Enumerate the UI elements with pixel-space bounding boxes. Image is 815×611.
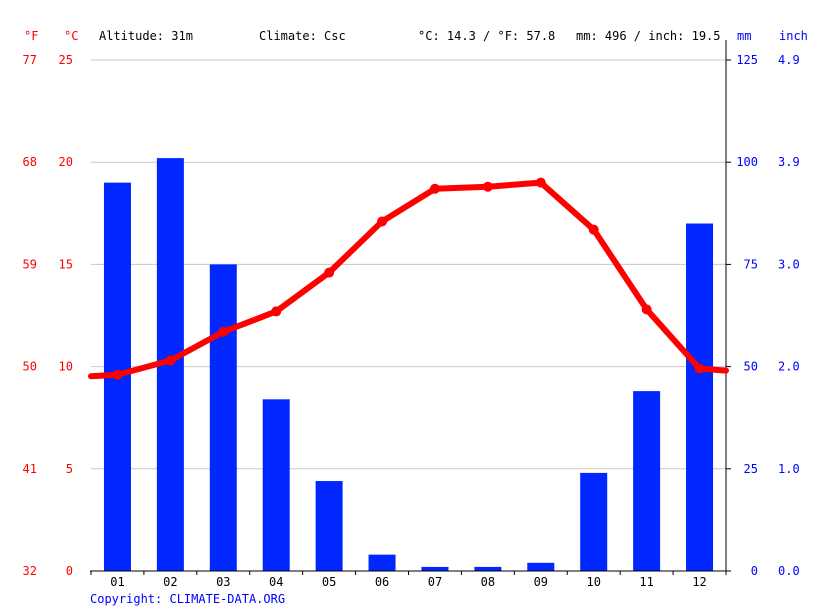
month-tick-label: 11 xyxy=(639,575,653,589)
axes xyxy=(90,40,731,575)
temperature-point xyxy=(112,369,123,380)
mm-tick-label: 50 xyxy=(744,360,758,374)
mm-tick-label: 75 xyxy=(744,257,758,271)
precipitation-bars xyxy=(103,158,714,571)
celsius-tick-label: 5 xyxy=(66,462,73,476)
precipitation-bar xyxy=(421,566,449,571)
temperature-point xyxy=(694,363,705,374)
month-tick-label: 02 xyxy=(163,575,177,589)
inch-tick-label: 1.0 xyxy=(778,462,800,476)
inch-tick-label: 2.0 xyxy=(778,360,800,374)
precipitation-bar xyxy=(315,481,343,571)
temperature-point xyxy=(641,304,652,315)
precipitation-bar xyxy=(580,472,608,571)
temperature-point xyxy=(535,177,546,188)
temperature-point xyxy=(588,224,599,235)
month-tick-label: 08 xyxy=(481,575,495,589)
fahrenheit-tick-label: 77 xyxy=(23,53,37,67)
grid-lines xyxy=(91,59,726,470)
mm-tick-label: 0 xyxy=(751,564,758,578)
temperature-point xyxy=(218,326,229,337)
temperature-point xyxy=(482,181,493,192)
copyright-label: Copyright: CLIMATE-DATA.ORG xyxy=(90,592,285,606)
month-tick-label: 01 xyxy=(110,575,124,589)
inch-unit-label: inch xyxy=(779,29,808,43)
month-tick-label: 06 xyxy=(375,575,389,589)
altitude-label: Altitude: 31m xyxy=(99,29,193,43)
celsius-unit-label: °C xyxy=(64,29,78,43)
temperature-point xyxy=(377,216,388,227)
celsius-tick-label: 20 xyxy=(59,155,73,169)
month-tick-label: 04 xyxy=(269,575,283,589)
temperature-point xyxy=(429,183,440,194)
climate-label: Climate: Csc xyxy=(259,29,346,43)
month-tick-label: 03 xyxy=(216,575,230,589)
month-tick-label: 09 xyxy=(534,575,548,589)
precipitation-bar xyxy=(262,399,290,571)
mm-tick-label: 100 xyxy=(736,155,758,169)
fahrenheit-tick-label: 50 xyxy=(23,360,37,374)
mm-unit-label: mm xyxy=(737,29,751,43)
temperature-line xyxy=(88,177,729,380)
celsius-tick-label: 25 xyxy=(59,53,73,67)
month-tick-label: 10 xyxy=(586,575,600,589)
temperature-point xyxy=(324,267,335,278)
month-tick-label: 05 xyxy=(322,575,336,589)
fahrenheit-tick-label: 32 xyxy=(23,564,37,578)
fahrenheit-unit-label: °F xyxy=(24,29,38,43)
fahrenheit-tick-label: 59 xyxy=(23,257,37,271)
inch-tick-label: 4.9 xyxy=(778,53,800,67)
temperature-point xyxy=(271,306,282,317)
mm-tick-label: 125 xyxy=(736,53,758,67)
precipitation-bar xyxy=(368,554,396,571)
axis-tick-labels: 32 0 0 0.041 5 25 1.050 10 50 2.059 15 75 3.068 20 100… xyxy=(23,53,800,589)
precipitation-bar xyxy=(686,223,714,571)
average-temperature-label: °C: 14.3 / °F: 57.8 xyxy=(418,29,555,43)
precipitation-bar xyxy=(633,391,661,571)
precipitation-bar xyxy=(209,264,237,571)
temperature-line-path xyxy=(88,179,729,380)
mm-tick-label: 25 xyxy=(744,462,758,476)
fahrenheit-tick-label: 41 xyxy=(23,462,37,476)
inch-tick-label: 3.0 xyxy=(778,257,800,271)
precipitation-bar xyxy=(474,566,502,571)
month-tick-label: 07 xyxy=(428,575,442,589)
month-tick-label: 12 xyxy=(692,575,706,589)
celsius-tick-label: 10 xyxy=(59,360,73,374)
celsius-tick-label: 15 xyxy=(59,257,73,271)
precipitation-total-label: mm: 496 / inch: 19.5 xyxy=(576,29,721,43)
fahrenheit-tick-label: 68 xyxy=(23,155,37,169)
temperature-point xyxy=(165,355,176,366)
celsius-tick-label: 0 xyxy=(66,564,73,578)
precipitation-bar xyxy=(527,562,555,571)
inch-tick-label: 3.9 xyxy=(778,155,800,169)
inch-tick-label: 0.0 xyxy=(778,564,800,578)
